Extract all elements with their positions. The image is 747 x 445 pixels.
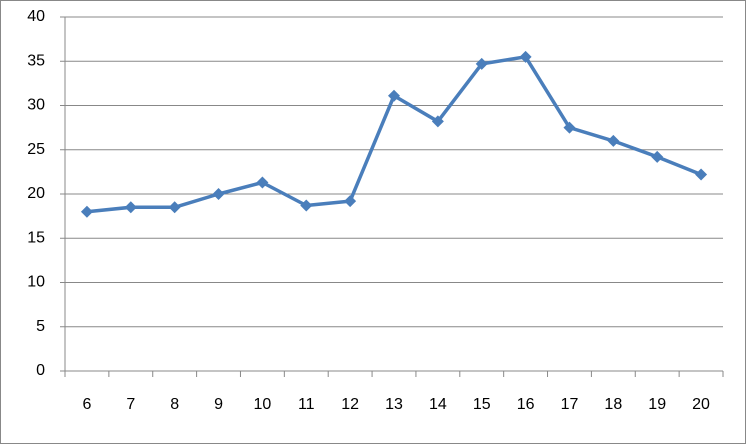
data-point [344,195,357,208]
x-tick-label: 19 [648,396,666,413]
y-tick-label: 10 [27,274,45,291]
x-tick-label: 15 [473,396,491,413]
y-tick-label: 5 [36,318,45,335]
x-tick-label: 9 [214,396,223,413]
y-tick-label: 40 [27,8,45,25]
x-tick-label: 20 [692,396,710,413]
y-tick-label: 20 [27,185,45,202]
data-point [80,205,93,218]
x-tick-label: 10 [254,396,272,413]
y-tick-label: 35 [27,52,45,69]
data-point [212,188,225,200]
x-tick-label: 14 [429,396,447,413]
data-point [475,57,488,70]
y-tick-label: 0 [36,362,45,379]
x-tick-label: 17 [561,396,579,413]
data-point [431,115,444,128]
x-tick-label: 18 [604,396,622,413]
data-point [168,201,181,214]
data-point [695,168,708,181]
data-point [124,201,137,214]
y-tick-label: 30 [27,97,45,114]
x-tick-label: 6 [82,396,91,413]
data-point [519,50,532,63]
x-tick-label: 16 [517,396,535,413]
data-point [607,134,620,147]
x-tick-label: 12 [341,396,359,413]
y-tick-label: 15 [27,229,45,246]
data-point [563,121,576,134]
x-tick-label: 13 [385,396,403,413]
x-tick-label: 11 [298,396,315,413]
y-tick-label: 25 [27,141,45,158]
data-point [256,176,269,189]
data-point [651,150,664,163]
x-tick-label: 7 [126,396,135,413]
data-point [388,89,400,102]
x-tick-label: 8 [170,396,179,413]
data-point [300,199,313,212]
